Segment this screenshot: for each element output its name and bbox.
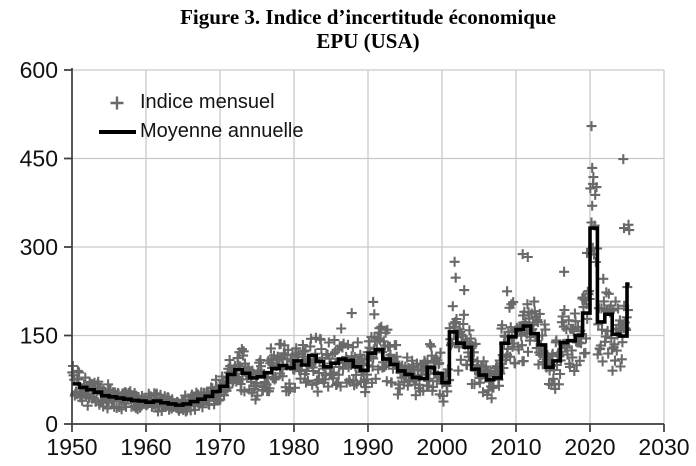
x-tick-label: 1950 [46,434,97,460]
y-tick-label: 150 [20,323,58,349]
figure-title-line2: EPU (USA) [316,29,420,53]
annual-mean-line [72,226,630,407]
y-tick-label: 0 [45,411,58,437]
figure-title-line1: Figure 3. Indice d’incertitude économiqu… [180,5,556,29]
x-tick-label: 1990 [342,434,393,460]
plus-marker-icon [97,95,137,111]
monthly-scatter-points [67,121,635,417]
x-tick-label: 2000 [416,434,467,460]
y-tick-label: 300 [20,234,58,260]
legend-row-monthly: Indice mensuel [97,88,303,117]
line-swatch-icon [97,129,137,134]
axes [64,68,665,432]
legend-label-annual: Moyenne annuelle [140,120,304,142]
legend-label-monthly: Indice mensuel [140,91,275,113]
chart-legend: Indice mensuel Moyenne annuelle [97,88,303,146]
y-tick-label: 600 [20,57,58,83]
x-tick-label: 1980 [268,434,319,460]
y-tick-label: 450 [20,146,58,172]
figure-title: Figure 3. Indice d’incertitude économiqu… [72,5,664,53]
x-tick-label: 2010 [490,434,541,460]
x-tick-label: 2030 [638,434,689,460]
x-tick-label: 1960 [120,434,171,460]
legend-row-annual: Moyenne annuelle [97,117,303,146]
x-tick-label: 1970 [194,434,245,460]
x-tick-label: 2020 [564,434,615,460]
